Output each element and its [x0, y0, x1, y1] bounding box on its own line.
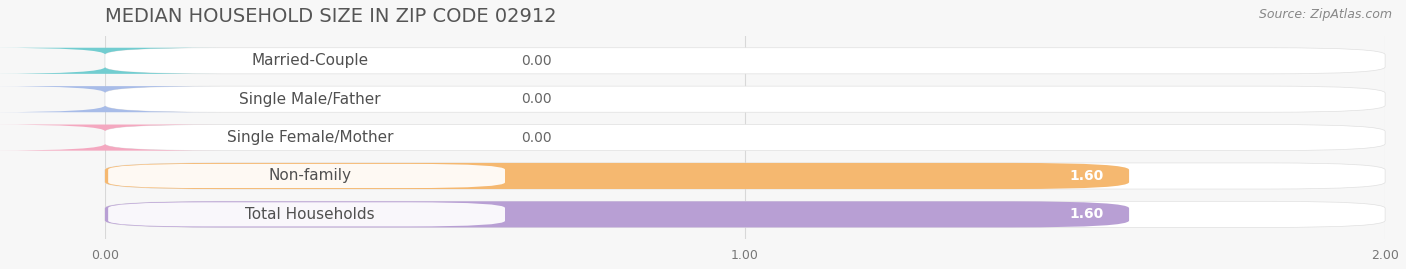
Text: Single Female/Mother: Single Female/Mother — [226, 130, 394, 145]
FancyBboxPatch shape — [105, 201, 1129, 227]
FancyBboxPatch shape — [0, 125, 221, 151]
Text: 0.00: 0.00 — [522, 54, 551, 68]
Text: 0.00: 0.00 — [522, 130, 551, 144]
Text: Total Households: Total Households — [245, 207, 374, 222]
Text: Single Male/Father: Single Male/Father — [239, 92, 381, 107]
Text: Married-Couple: Married-Couple — [252, 53, 368, 68]
FancyBboxPatch shape — [105, 48, 1385, 74]
Text: MEDIAN HOUSEHOLD SIZE IN ZIP CODE 02912: MEDIAN HOUSEHOLD SIZE IN ZIP CODE 02912 — [105, 7, 557, 26]
FancyBboxPatch shape — [0, 48, 221, 74]
FancyBboxPatch shape — [105, 125, 1385, 151]
Text: Source: ZipAtlas.com: Source: ZipAtlas.com — [1258, 8, 1392, 21]
Text: 1.60: 1.60 — [1069, 207, 1104, 221]
FancyBboxPatch shape — [105, 86, 1385, 112]
Text: Non-family: Non-family — [269, 168, 352, 183]
FancyBboxPatch shape — [108, 202, 505, 226]
Text: 1.60: 1.60 — [1069, 169, 1104, 183]
FancyBboxPatch shape — [105, 163, 1129, 189]
FancyBboxPatch shape — [0, 86, 221, 112]
FancyBboxPatch shape — [108, 126, 505, 150]
FancyBboxPatch shape — [108, 164, 505, 188]
Text: 0.00: 0.00 — [522, 92, 551, 106]
FancyBboxPatch shape — [105, 201, 1385, 227]
FancyBboxPatch shape — [108, 49, 505, 73]
FancyBboxPatch shape — [108, 87, 505, 111]
FancyBboxPatch shape — [105, 163, 1385, 189]
